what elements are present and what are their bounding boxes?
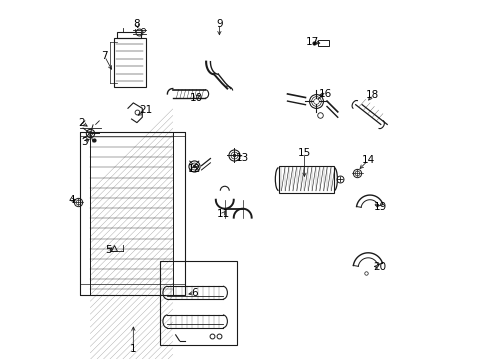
Bar bbox=[90, 134, 172, 293]
Text: 6: 6 bbox=[191, 288, 197, 298]
Bar bbox=[317, 40, 328, 45]
Text: 5: 5 bbox=[105, 245, 111, 255]
Bar bbox=[117, 32, 140, 39]
Text: 2: 2 bbox=[78, 118, 84, 128]
Text: 16: 16 bbox=[318, 89, 331, 99]
Text: 11: 11 bbox=[216, 209, 229, 219]
Text: 10: 10 bbox=[189, 93, 202, 103]
Bar bbox=[160, 261, 237, 345]
Text: 3: 3 bbox=[81, 138, 88, 147]
Bar bbox=[278, 166, 333, 193]
Bar bbox=[80, 132, 185, 295]
Bar bbox=[172, 132, 185, 295]
Text: 4: 4 bbox=[68, 195, 75, 205]
Text: 18: 18 bbox=[366, 90, 379, 100]
Text: 1: 1 bbox=[130, 343, 136, 354]
Text: 9: 9 bbox=[216, 19, 222, 29]
Text: 15: 15 bbox=[297, 148, 310, 158]
Text: 7: 7 bbox=[101, 51, 108, 61]
Bar bbox=[113, 39, 145, 87]
Text: 14: 14 bbox=[361, 155, 374, 165]
Text: 8: 8 bbox=[133, 19, 140, 29]
Text: 20: 20 bbox=[372, 262, 385, 272]
Text: 17: 17 bbox=[305, 37, 319, 47]
Text: 19: 19 bbox=[373, 202, 386, 212]
Bar bbox=[80, 132, 90, 295]
Text: 12: 12 bbox=[187, 164, 201, 174]
Text: 13: 13 bbox=[236, 153, 249, 163]
Text: 21: 21 bbox=[139, 105, 152, 115]
